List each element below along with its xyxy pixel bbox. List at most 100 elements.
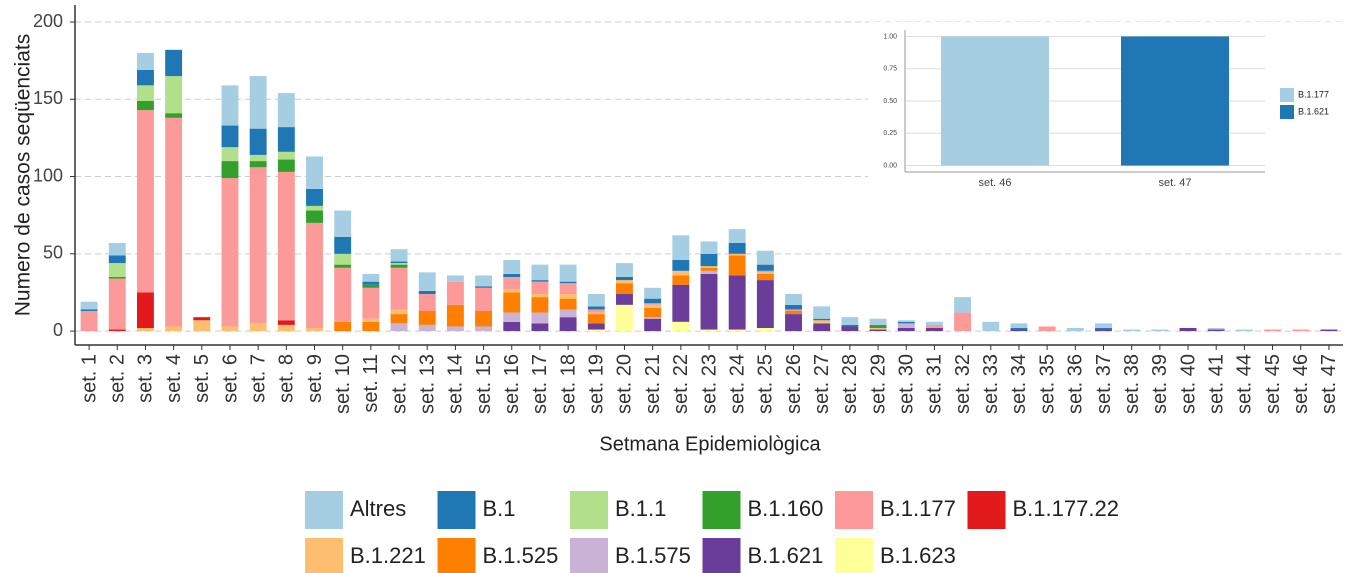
bar-segment — [644, 303, 662, 305]
bar-segment — [616, 283, 633, 294]
legend-swatch — [702, 538, 741, 573]
legend-label: B.1.525 — [483, 543, 559, 568]
bar-segment — [559, 264, 577, 282]
x-tick-label: set. 29 — [867, 354, 889, 414]
bar-segment — [728, 255, 746, 276]
bar-segment — [1010, 323, 1028, 328]
bar-segment — [475, 311, 493, 327]
x-tick-label: set. 38 — [1121, 354, 1143, 414]
x-tick-label: set. 18 — [557, 354, 579, 414]
bar-segment — [334, 236, 352, 254]
bar-segment — [897, 328, 915, 332]
legend-swatch — [570, 491, 608, 529]
bar-segment — [1121, 36, 1229, 166]
bar-segment — [925, 328, 943, 332]
x-tick-label: set. 27 — [811, 354, 833, 414]
x-tick-label: set. 12 — [388, 354, 410, 414]
bar-segment — [165, 117, 183, 327]
bar-segment — [475, 275, 493, 287]
x-tick-label: set. 10 — [332, 354, 354, 414]
bar-segment — [982, 321, 1000, 332]
x-tick-label: set. 46 — [1290, 354, 1312, 414]
bar-segment — [1095, 329, 1112, 332]
bar-segment — [390, 314, 408, 324]
bar-segment — [306, 210, 323, 223]
x-tick-label: set. 11 — [360, 354, 382, 413]
x-tick-label: set. 23 — [698, 354, 720, 414]
legend-label: B.1.160 — [748, 496, 824, 521]
x-tick-label: set. 36 — [1065, 354, 1087, 414]
bar-segment — [925, 321, 943, 325]
bar-segment — [108, 263, 126, 277]
bar-segment — [193, 317, 211, 321]
bar-segment — [277, 151, 295, 160]
bar-segment — [418, 272, 436, 291]
bar-segment — [672, 270, 690, 276]
x-tick-label: set. 9 — [304, 354, 326, 403]
x-tick-label: set. 3 — [135, 354, 157, 403]
bar-segment — [841, 326, 859, 332]
legend-label: B.1 — [483, 496, 516, 521]
bar-segment — [249, 161, 267, 168]
bar-segment — [700, 253, 718, 267]
x-tick-label: set. 7 — [247, 354, 269, 403]
bar-segment — [756, 264, 774, 271]
x-tick-label: set. 22 — [670, 354, 692, 414]
bar-segment — [616, 294, 633, 305]
legend-swatch — [702, 491, 741, 529]
bar-segment — [785, 294, 802, 305]
bar-segment — [108, 243, 126, 256]
bar-segment — [306, 205, 323, 211]
bar-segment — [1179, 328, 1197, 332]
bar-segment — [587, 306, 605, 310]
bar-segment — [954, 312, 972, 332]
x-tick-label: set. 6 — [219, 354, 241, 403]
x-tick-label: set. 44 — [1234, 354, 1256, 414]
x-tick-label: set. 45 — [1262, 354, 1284, 414]
bar-segment — [390, 264, 408, 268]
bar-segment — [559, 294, 577, 299]
bar-segment — [672, 260, 690, 271]
x-tick-label: set. 31 — [924, 354, 946, 414]
bar-segment — [221, 326, 239, 332]
x-tick-label: set. 35 — [1036, 354, 1058, 414]
bar-segment — [390, 261, 408, 264]
bar-segment — [1095, 328, 1112, 330]
legend-label: B.1.177 — [1298, 89, 1329, 99]
bar-segment — [954, 297, 972, 313]
bar-segment — [1010, 328, 1028, 330]
legend-swatch — [835, 491, 873, 529]
x-tick-label: set. 26 — [783, 354, 805, 414]
bar-segment — [925, 324, 943, 328]
bar-segment — [362, 284, 380, 288]
bar-segment — [1038, 326, 1056, 332]
bar-segment — [616, 263, 633, 277]
bar-segment — [503, 260, 521, 274]
y-tick-label: 200 — [33, 11, 63, 31]
bar-segment — [644, 287, 662, 299]
bar-segment — [672, 321, 690, 332]
bar-segment — [531, 264, 549, 281]
y-tick-label: 150 — [33, 88, 63, 108]
bar-segment — [559, 283, 577, 294]
bar-segment — [249, 128, 267, 155]
legend-label: B.1.177.22 — [1013, 496, 1119, 521]
bar-segment — [559, 281, 577, 284]
bar-segment — [418, 290, 436, 294]
legend-swatch — [1280, 105, 1294, 119]
x-tick-label: set. 47 — [1158, 177, 1191, 189]
bar-segment — [1292, 329, 1310, 332]
bar-segment — [700, 329, 718, 332]
bar-segment — [334, 267, 352, 322]
x-tick-label: set. 20 — [614, 354, 636, 414]
bar-segment — [418, 311, 436, 325]
bar-segment — [362, 281, 380, 285]
bar-segment — [165, 49, 183, 77]
bar-segment — [446, 281, 464, 305]
x-tick-label: set. 15 — [473, 354, 495, 414]
bar-segment — [306, 328, 323, 332]
x-tick-label: set. 33 — [980, 354, 1002, 414]
bar-segment — [446, 275, 464, 282]
bar-segment — [306, 188, 323, 206]
bar-segment — [136, 52, 154, 70]
